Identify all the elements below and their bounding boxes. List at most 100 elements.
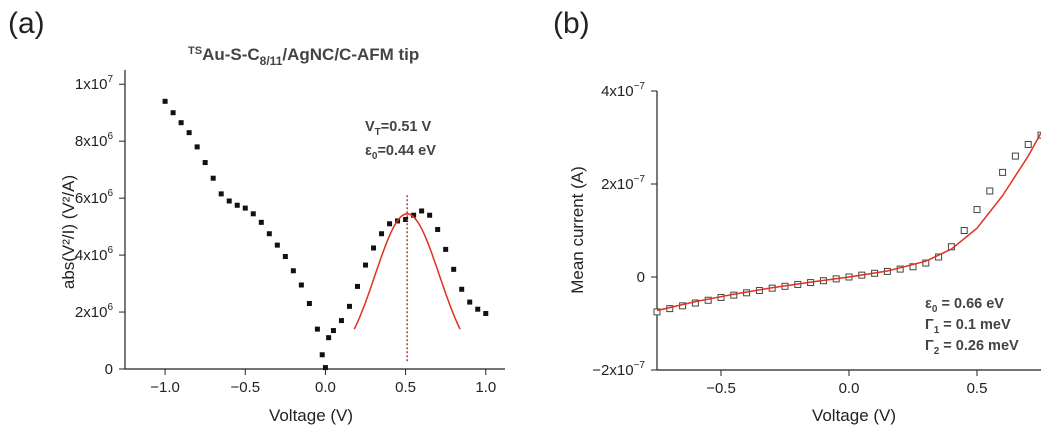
panel-a-ylabel: abs(V²/I) (V²/A)	[59, 175, 78, 289]
panel-b-fit-curve	[656, 132, 1041, 312]
panel-a-data-point	[475, 306, 481, 312]
panel-a-data-point	[322, 365, 328, 371]
panel-b-ytick-label-base: 2x10	[601, 176, 634, 193]
panel-b-annotation-rest: = 0.1 meV	[939, 317, 1011, 333]
title-superscript: TS	[188, 45, 202, 57]
panel-b-ytick-label-exp: −7	[634, 81, 646, 92]
panel-b-ytick-label-base: −2x10	[592, 362, 633, 379]
panel-a-data-point	[411, 212, 417, 218]
panel-a-data-point	[459, 286, 465, 292]
panel-a-xtick-label: 0.5	[395, 379, 416, 396]
panel-a-data-point	[435, 226, 441, 232]
panel-a-xtick-label-base: 0.5	[395, 379, 416, 396]
panel-a-ytick-label-base: 4x10	[75, 247, 108, 264]
panel-a-data-point	[451, 266, 457, 272]
panel-a-data-point	[178, 120, 184, 126]
panel-a-ytick-label: 6x106	[75, 188, 114, 207]
panel-b-xtick-label-base: 0.0	[839, 380, 860, 397]
panel-b-label: (b)	[553, 7, 590, 40]
panel-a-data-point	[354, 283, 360, 289]
panel-a-data-point	[290, 268, 296, 274]
panel-a-ytick-label-base: 1x10	[75, 76, 108, 93]
panel-a-annotation-main: ε	[365, 143, 372, 159]
panel-a-data-point	[186, 130, 192, 136]
panel-a-ytick-label-base: 2x10	[75, 304, 108, 321]
title-main: Au-S-C	[202, 45, 260, 64]
panel-b-ytick-label: −2x10−7	[592, 360, 645, 379]
panel-a-data-point	[467, 299, 473, 305]
panel-a: (a) TSAu-S-C8/11/AgNC/C-AFM tip −1.0 −0.5…	[8, 7, 505, 425]
panel-b-ylabel: Mean current (A)	[568, 166, 587, 294]
panel-b-ytick-label: 0	[637, 269, 645, 286]
panel-a-data-point	[298, 282, 304, 288]
panel-b-ytick-label-exp: −7	[634, 360, 646, 371]
panel-b-data-point	[999, 168, 1007, 176]
panel-a-annotation-rest: =0.44 eV	[377, 143, 436, 159]
panel-a-ytick-label: 8x106	[75, 131, 114, 150]
panel-a-data-point	[363, 262, 369, 268]
panel-b-data-series	[653, 131, 1041, 316]
panel-a-xtick-label: 1.0	[475, 379, 496, 396]
panel-a-xtick-label: −0.5	[230, 379, 260, 396]
panel-b-annotation-sub: 2	[934, 346, 940, 357]
panel-b-xtick-label: 0.5	[967, 380, 988, 397]
panel-a-ytick-label-exp: 6	[107, 245, 113, 256]
panel-a-data-point	[258, 219, 264, 225]
panel-a-data-point	[379, 231, 385, 237]
panel-b-ytick-label: 4x10−7	[601, 81, 645, 100]
panel-a-data-point	[338, 318, 344, 324]
panel-a-data-series	[162, 98, 489, 371]
title-rest: /AgNC/C-AFM tip	[282, 45, 419, 64]
panel-a-xlabel: Voltage (V)	[269, 406, 353, 425]
panel-b-annotation-sub: 0	[932, 304, 938, 315]
panel-b-ytick-label: 2x10−7	[601, 174, 645, 193]
panel-a-annotation-rest: =0.51 V	[381, 119, 432, 135]
panel-a-data-point	[250, 211, 256, 217]
panel-a-data-point	[319, 352, 325, 358]
panel-b-annotation: Γ2 = 0.26 meV	[925, 338, 1019, 357]
panel-b-xtick-label-base: 0.5	[967, 380, 988, 397]
panel-a-ytick-label-base: 6x10	[75, 190, 108, 207]
panel-a-data-point	[194, 144, 200, 150]
panel-b-xtick-label-base: −0.5	[706, 380, 736, 397]
panel-a-annotation-sub: 0	[372, 151, 378, 162]
panel-a-data-point	[274, 242, 280, 248]
panel-b-ytick-label-base: 0	[637, 269, 645, 286]
panel-a-data-point	[234, 202, 240, 208]
panel-a-data-point	[326, 335, 332, 341]
panel-b-xlabel: Voltage (V)	[812, 406, 896, 425]
panel-a-xtick-label-base: 0.0	[315, 379, 336, 396]
panel-a-data-point	[314, 326, 320, 332]
panel-a-xtick-label-base: 1.0	[475, 379, 496, 396]
panel-b-data-point	[1024, 140, 1032, 148]
panel-b-annotation-main: ε	[925, 296, 932, 312]
panel-a-data-point	[202, 160, 208, 166]
panel-a-data-point	[282, 254, 288, 260]
panel-a-ytick-label: 0	[105, 361, 113, 378]
panel-a-data-point	[242, 205, 248, 211]
panel-a-title: TSAu-S-C8/11/AgNC/C-AFM tip	[188, 45, 419, 68]
panel-b-annotation-main: Γ	[925, 338, 934, 354]
panel-a-ytick-label: 1x107	[75, 74, 114, 93]
panel-a-data-point	[427, 212, 433, 218]
panel-a-ytick-label-exp: 6	[107, 131, 113, 142]
panel-a-xtick-label-base: −0.5	[230, 379, 260, 396]
panel-a-data-point	[419, 208, 425, 214]
panel-a-data-point	[218, 191, 224, 197]
panel-a-data-point	[443, 246, 449, 252]
panel-a-annotation: VT=0.51 V	[365, 119, 431, 138]
panel-a-annotation: ε0=0.44 eV	[365, 143, 436, 162]
panel-a-data-point	[330, 328, 336, 334]
panel-b-data-point	[922, 259, 930, 267]
panel-a-data-point	[162, 98, 168, 104]
panel-b-annotation-main: Γ	[925, 317, 934, 333]
panel-b-xtick-label: −0.5	[706, 380, 736, 397]
panel-a-data-point	[306, 301, 312, 307]
panel-b-data-point	[973, 206, 981, 214]
panel-a-ytick-label-exp: 6	[107, 302, 113, 313]
panel-a-data-point	[170, 110, 176, 116]
panel-a-annotations: VT=0.51 V ε0=0.44 eV	[365, 119, 436, 162]
